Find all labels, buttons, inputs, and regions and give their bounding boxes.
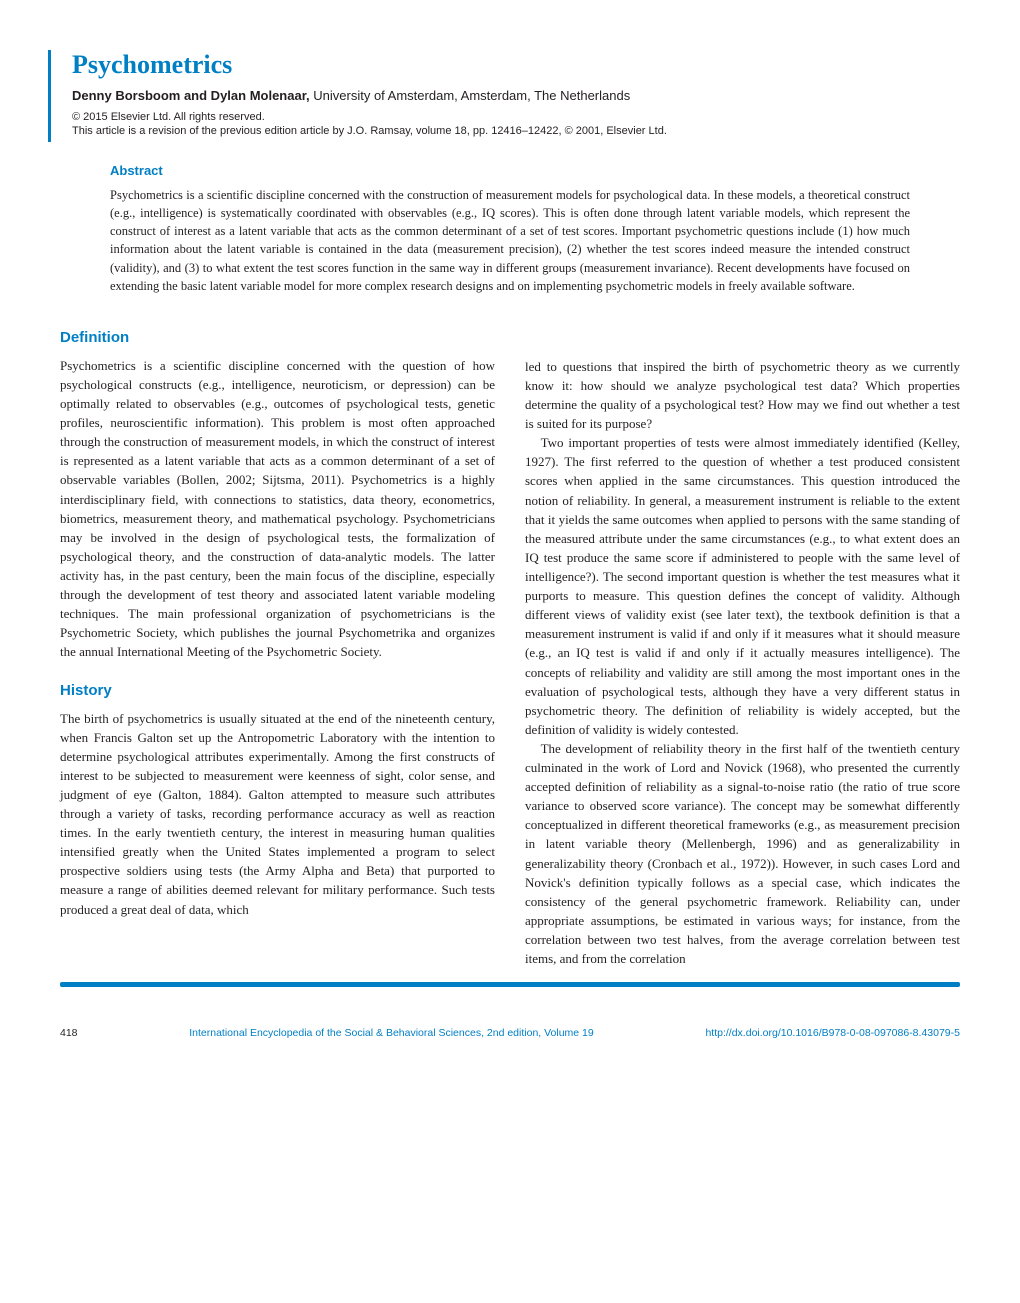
two-column-layout: Definition Psychometrics is a scientific… [60,325,960,983]
copyright-line: © 2015 Elsevier Ltd. All rights reserved… [72,111,960,123]
article-title: Psychometrics [72,50,960,80]
section-heading-history: History [60,682,495,699]
left-column: Definition Psychometrics is a scientific… [60,325,495,983]
revision-line: This article is a revision of the previo… [72,125,960,137]
right-paragraph-1: led to questions that inspired the birth… [525,357,960,433]
accent-bar [48,50,51,142]
page-number: 418 [60,1027,78,1039]
section-heading-definition: Definition [60,329,495,346]
abstract-heading: Abstract [110,163,910,178]
abstract-block: Abstract Psychometrics is a scientific d… [110,163,910,295]
footer-row: 418 International Encyclopedia of the So… [60,1027,960,1039]
footer-accent-bar [60,982,960,987]
right-paragraph-3: The development of reliability theory in… [525,739,960,968]
history-paragraph-1: The birth of psychometrics is usually si… [60,709,495,919]
abstract-text: Psychometrics is a scientific discipline… [110,186,910,295]
footer-doi: http://dx.doi.org/10.1016/B978-0-08-0970… [705,1027,960,1039]
definition-paragraph: Psychometrics is a scientific discipline… [60,356,495,662]
footer-publication: International Encyclopedia of the Social… [189,1027,594,1039]
author-affiliation: University of Amsterdam, Amsterdam, The … [310,88,631,103]
author-names: Denny Borsboom and Dylan Molenaar, [72,88,310,103]
right-paragraph-2: Two important properties of tests were a… [525,433,960,739]
right-column: led to questions that inspired the birth… [525,325,960,983]
footer-block: 418 International Encyclopedia of the So… [60,982,960,1039]
authors-line: Denny Borsboom and Dylan Molenaar, Unive… [72,88,960,103]
